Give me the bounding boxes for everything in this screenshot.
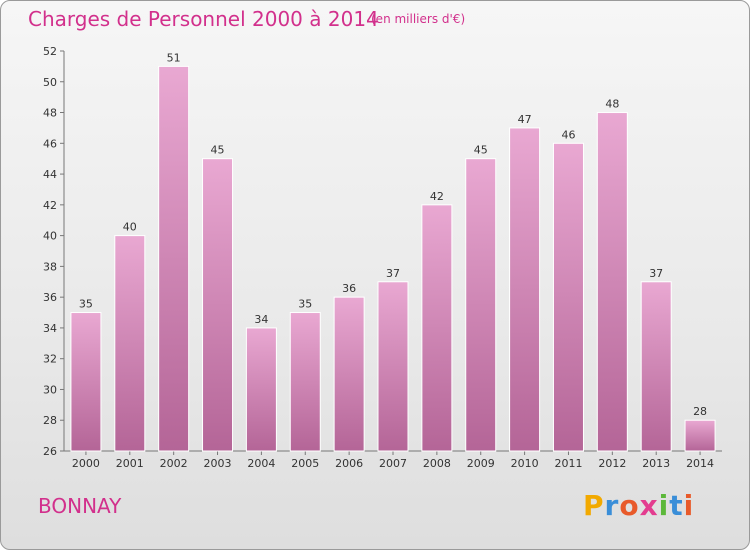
value-label: 48 <box>605 98 619 111</box>
x-tick-label: 2003 <box>204 457 232 470</box>
y-tick-label: 34 <box>43 322 57 335</box>
y-tick-label: 50 <box>43 76 57 89</box>
y-tick-label: 30 <box>43 383 57 396</box>
x-tick-label: 2004 <box>247 457 275 470</box>
bar-2003 <box>202 158 234 452</box>
y-tick-label: 28 <box>43 414 57 427</box>
bar-2008 <box>421 204 453 452</box>
chart-title: Charges de Personnel 2000 à 2014 <box>28 7 379 31</box>
proxiti-logo: Proxiti <box>583 489 694 522</box>
value-label: 35 <box>79 298 93 311</box>
y-tick-label: 32 <box>43 353 57 366</box>
value-label: 45 <box>474 144 488 157</box>
y-tick-label: 44 <box>43 168 57 181</box>
bar-2006 <box>333 296 365 452</box>
value-label: 40 <box>123 221 137 234</box>
logo-letter: P <box>583 489 605 522</box>
value-label: 34 <box>254 313 268 326</box>
bar-2001 <box>114 235 146 452</box>
value-label: 46 <box>561 128 575 141</box>
logo-letter: t <box>669 489 684 522</box>
chart-subtitle: (en milliers d'€) <box>371 12 466 26</box>
value-label: 37 <box>386 267 400 280</box>
bar-2011 <box>552 142 584 452</box>
bar-2014 <box>684 419 716 452</box>
chart-value-labels: 35 40 51 45 34 35 36 37 42 45 47 46 48 37 28 <box>79 51 707 418</box>
bar-2010 <box>509 127 541 452</box>
y-tick-label: 48 <box>43 107 57 120</box>
chart-axes: 26 28 30 32 34 36 38 40 42 44 46 48 50 52 2000 2001 2002… <box>43 45 722 470</box>
y-tick-label: 46 <box>43 137 57 150</box>
bar-2013 <box>640 281 672 452</box>
bar-2009 <box>465 158 497 452</box>
x-tick-label: 2012 <box>598 457 626 470</box>
x-tick-label: 2000 <box>72 457 100 470</box>
y-tick-label: 26 <box>43 445 57 458</box>
logo-letter: i <box>683 489 695 522</box>
bar-2002 <box>158 65 190 452</box>
chart-bars <box>70 65 716 452</box>
x-tick-label: 2005 <box>291 457 319 470</box>
logo-letter: o <box>619 489 640 522</box>
x-tick-label: 2010 <box>511 457 539 470</box>
x-tick-label: 2009 <box>467 457 495 470</box>
commune-name: BONNAY <box>38 494 122 518</box>
y-tick-label: 38 <box>43 260 57 273</box>
value-label: 47 <box>518 113 532 126</box>
x-tick-label: 2007 <box>379 457 407 470</box>
x-tick-label: 2008 <box>423 457 451 470</box>
value-label: 36 <box>342 282 356 295</box>
value-label: 28 <box>693 405 707 418</box>
bar-2004 <box>245 327 277 452</box>
y-tick-label: 40 <box>43 230 57 243</box>
bar-2005 <box>289 312 321 452</box>
value-label: 51 <box>167 51 181 64</box>
x-tick-label: 2013 <box>642 457 670 470</box>
y-tick-label: 42 <box>43 199 57 212</box>
logo-letter: i <box>658 489 670 522</box>
logo-letter: x <box>639 489 659 522</box>
bar-2000 <box>70 312 102 452</box>
value-label: 37 <box>649 267 663 280</box>
y-tick-label: 36 <box>43 291 57 304</box>
logo-letter: r <box>604 489 620 522</box>
value-label: 35 <box>298 298 312 311</box>
bar-2007 <box>377 281 409 452</box>
y-tick-label: 52 <box>43 45 57 58</box>
x-tick-label: 2014 <box>686 457 714 470</box>
x-tick-label: 2011 <box>554 457 582 470</box>
value-label: 45 <box>211 144 225 157</box>
x-tick-label: 2001 <box>116 457 144 470</box>
value-label: 42 <box>430 190 444 203</box>
x-tick-label: 2006 <box>335 457 363 470</box>
x-tick-label: 2002 <box>160 457 188 470</box>
bar-2012 <box>596 112 628 452</box>
